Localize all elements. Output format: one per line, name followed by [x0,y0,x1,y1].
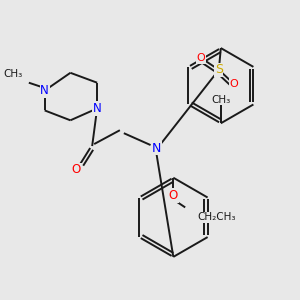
Text: O: O [229,79,238,89]
Text: O: O [169,189,178,202]
Text: N: N [40,84,49,97]
Text: O: O [72,163,81,176]
Text: CH₃: CH₃ [4,69,23,79]
Text: N: N [93,102,101,115]
Text: N: N [152,142,161,154]
Text: S: S [215,63,223,76]
Text: CH₃: CH₃ [211,94,230,104]
Text: CH₂CH₃: CH₂CH₃ [197,212,236,222]
Text: O: O [197,53,206,63]
